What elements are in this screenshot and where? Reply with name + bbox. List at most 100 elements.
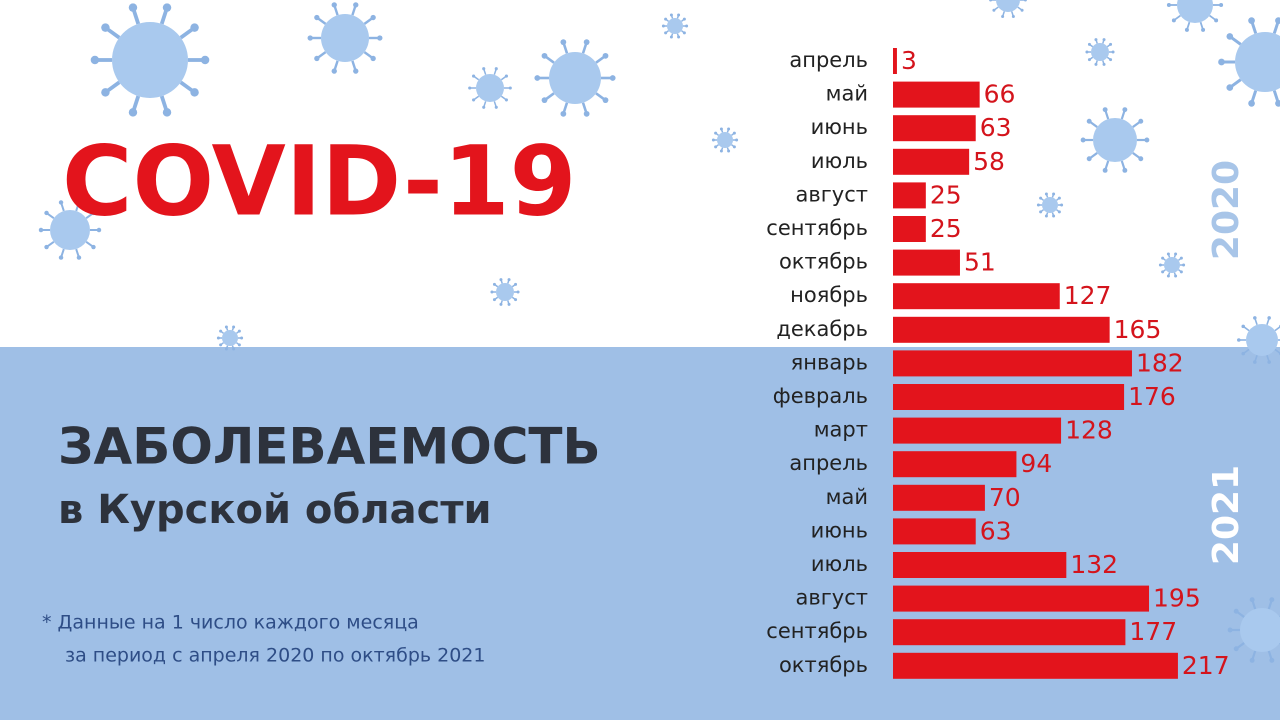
virus-tip [1057,210,1061,214]
category-label: август [796,586,869,610]
virus-tip [1087,58,1091,62]
virus-tip [490,290,494,294]
category-label: август [796,182,869,206]
value-label: 58 [973,147,1005,176]
virus-tip [677,13,681,17]
virus-tip [494,105,498,109]
virus-tip [1275,17,1280,24]
virus-body [496,283,514,301]
virus-tip [1174,252,1178,256]
bar [893,249,960,276]
virus-tip [516,290,520,294]
virus-tip [714,145,718,149]
virus-tip [128,108,138,117]
virus-spike [544,92,555,101]
virus-tip [1086,118,1092,124]
virus-tip [353,2,359,8]
virus-icon [216,325,244,351]
virus-icon [1036,192,1064,218]
virus-tip [190,23,199,32]
virus-tip [508,86,512,90]
virus-tip [1039,196,1043,200]
virus-tip [1179,256,1183,260]
bar [893,652,1178,679]
virus-spike [351,5,357,16]
virus-spike [1230,36,1242,46]
virus-tip [1269,657,1275,663]
virus-spike [1132,121,1141,128]
virus-tip [1161,256,1165,260]
virus-spike [105,80,121,93]
virus-spike [1274,326,1280,332]
virus-tip [541,52,548,59]
virus-tip [1249,597,1255,603]
virus-tip [1219,3,1224,7]
virus-icon [1166,0,1224,32]
virus-tip [669,13,673,17]
virus-body [996,0,1020,12]
bar [893,48,897,74]
value-label: 63 [980,516,1012,545]
virus-spike [179,27,195,40]
virus-spike [500,75,507,81]
virus-tip [1060,203,1064,207]
virus-spike [1250,90,1258,103]
bar [893,451,1017,478]
virus-spike [179,80,195,93]
virus-spike [1236,642,1245,649]
virus-spike [483,69,487,75]
virus-tip [232,347,236,351]
virus-spike [131,8,141,25]
virus-spike [1272,21,1280,34]
virus-tip [91,210,96,216]
virus-tip [1174,274,1178,278]
category-label: февраль [773,384,868,408]
virus-tip [492,298,496,302]
virus-tip [514,298,518,302]
virus-spike [1266,354,1270,362]
bar [893,148,970,175]
virus-tip [1182,263,1186,267]
virus-spike [159,8,169,25]
virus-spike [159,95,169,112]
virus-body [1177,0,1213,23]
virus-tip [219,343,223,347]
virus-tip [190,88,199,97]
category-label: июль [811,552,868,576]
category-label: май [826,485,868,509]
virus-spike [333,60,339,71]
virus-spike [1199,21,1204,30]
virus-tip [494,67,498,71]
value-label: 165 [1114,315,1162,344]
virus-tip [377,35,383,41]
virus-spike [1254,318,1258,326]
virus-tip [1044,214,1048,218]
virus-tip [1241,351,1246,356]
virus-tip [1109,42,1113,46]
value-label: 128 [1065,416,1113,445]
virus-tip [200,55,210,65]
virus-icon [490,278,520,306]
virus-tip [1269,597,1275,603]
virus-tip [1122,107,1128,113]
category-label: октябрь [779,250,868,274]
bar [893,182,926,209]
virus-icon [307,2,383,74]
virus-spike [131,95,141,112]
virus-tip [90,55,100,65]
virus-tip [1111,50,1115,54]
virus-tip [1171,18,1176,23]
virus-spike [581,102,588,114]
virus-body [1235,32,1280,92]
virus-spike [562,42,569,54]
virus-tip [992,8,996,12]
virus-body [549,52,601,104]
virus-tip [1138,118,1144,124]
virus-spike [1132,152,1141,159]
bar [893,350,1132,377]
virus-tip [602,52,609,59]
virus-tip [1158,263,1162,267]
footnote: * Данные на 1 число каждого месяца [42,612,419,634]
virus-tip [1087,42,1091,46]
